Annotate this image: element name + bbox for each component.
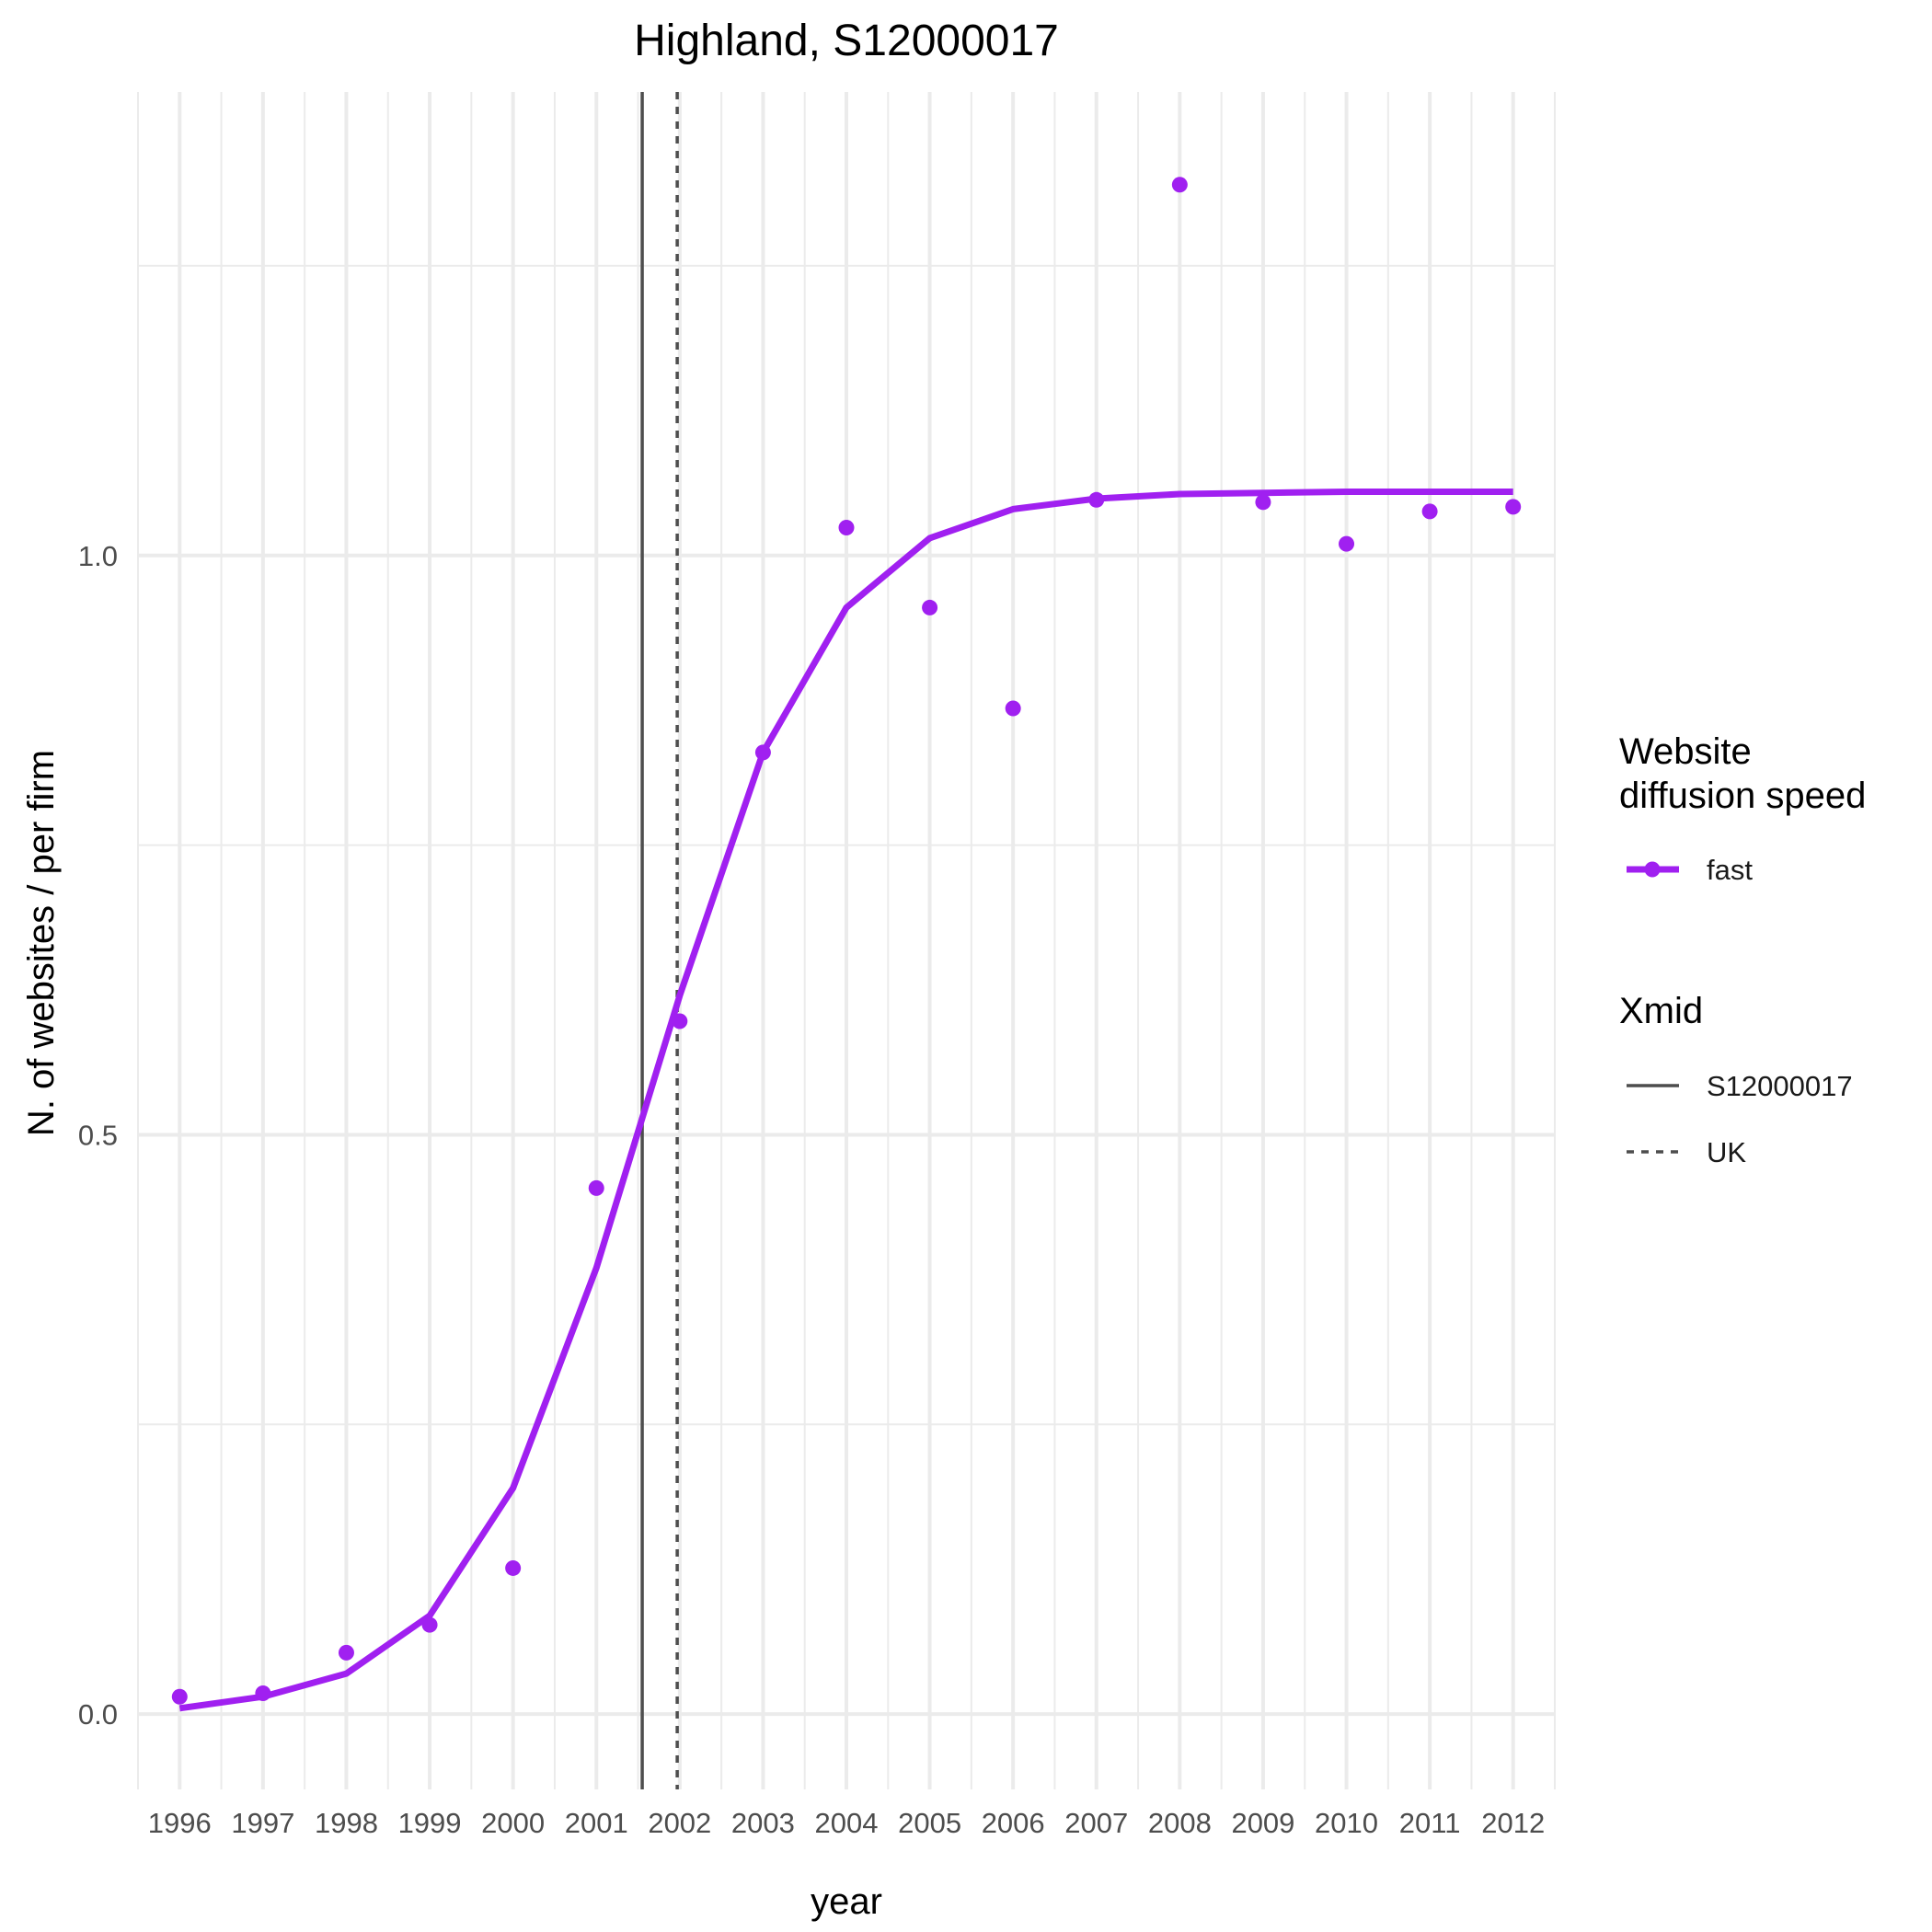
data-point <box>1505 499 1522 515</box>
x-tick-label: 2002 <box>648 1807 711 1839</box>
data-point <box>505 1559 522 1576</box>
x-tick-label: 2005 <box>898 1807 961 1839</box>
y-tick-label: 0.5 <box>78 1119 118 1151</box>
x-tick-label: 2006 <box>982 1807 1045 1839</box>
data-point <box>171 1688 188 1705</box>
x-tick-label: 2000 <box>481 1807 545 1839</box>
x-tick-label: 1999 <box>398 1807 462 1839</box>
data-point <box>255 1685 271 1701</box>
series-line-fast <box>178 489 1513 1712</box>
data-point <box>1088 491 1105 508</box>
x-tick-label: 1996 <box>148 1807 212 1839</box>
data-point <box>1339 535 1355 552</box>
chart-title: Highland, S12000017 <box>634 17 1059 65</box>
data-point <box>754 744 771 761</box>
y-tick-label: 0.0 <box>78 1698 118 1731</box>
x-tick-label: 1998 <box>315 1807 378 1839</box>
data-point <box>421 1616 438 1633</box>
x-tick-label: 1997 <box>231 1807 294 1839</box>
x-tick-labels: 1996 1997 1998 1999 2000 2001 2002 2003 2004 2005… <box>148 1807 1545 1839</box>
legend-label: UK <box>1707 1136 1746 1168</box>
x-tick-label: 2010 <box>1315 1807 1378 1839</box>
data-point <box>1005 700 1021 717</box>
x-tick-label: 2003 <box>731 1807 795 1839</box>
legend-title: diffusion speed <box>1619 776 1866 816</box>
x-tick-label: 2004 <box>815 1807 879 1839</box>
x-tick-label: 2007 <box>1064 1807 1128 1839</box>
data-point <box>1421 503 1438 520</box>
data-point <box>922 599 938 615</box>
y-tick-labels: 0.0 0.5 1.0 <box>78 540 118 1731</box>
data-point <box>672 1013 688 1029</box>
y-axis-label: N. of websites / per firm <box>21 750 62 1136</box>
data-point <box>838 520 855 536</box>
data-point <box>1171 177 1188 193</box>
x-tick-label: 2008 <box>1148 1807 1212 1839</box>
y-tick-label: 1.0 <box>78 540 118 572</box>
x-tick-label: 2012 <box>1481 1807 1545 1839</box>
data-point <box>1255 494 1271 511</box>
reference-lines <box>640 92 679 1789</box>
series-layer <box>171 177 1522 1712</box>
data-point <box>588 1179 604 1196</box>
legend-label: S12000017 <box>1707 1070 1853 1102</box>
legend-label: fast <box>1707 854 1753 886</box>
legend-key-point <box>1644 861 1661 878</box>
grid <box>137 92 1556 1789</box>
data-point <box>338 1644 354 1661</box>
x-tick-label: 2001 <box>565 1807 628 1839</box>
legend-title: Xmid <box>1619 991 1703 1031</box>
x-tick-label: 2009 <box>1231 1807 1294 1839</box>
legend-title: Website <box>1619 731 1752 772</box>
x-axis-label: year <box>811 1881 882 1922</box>
x-tick-label: 2011 <box>1399 1807 1461 1839</box>
